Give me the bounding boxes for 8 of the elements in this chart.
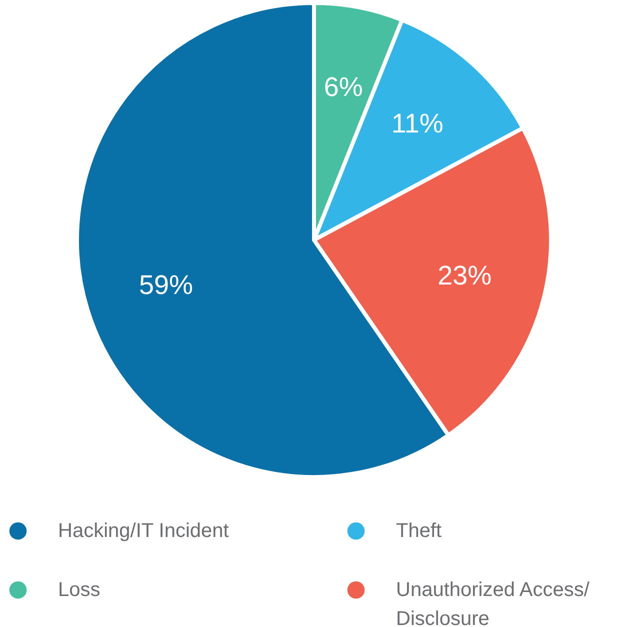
data-label: 11% <box>391 108 444 138</box>
data-label: 59% <box>138 270 194 300</box>
legend-label: Loss <box>58 579 100 601</box>
data-label: 6% <box>324 72 363 102</box>
legend-label: Hacking/IT Incident <box>58 520 230 542</box>
legend-label: Theft <box>396 520 442 542</box>
legend-label: Unauthorized Access/ Disclosure <box>396 579 590 627</box>
data-label: 23% <box>438 260 492 291</box>
